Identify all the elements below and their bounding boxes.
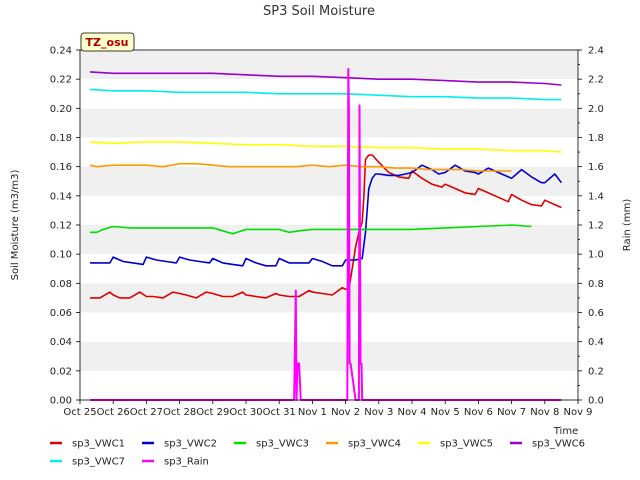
- y-axis-right: 0.0 0.2 0.4 0.6 0.8 1.0 1.2 1.4 1.6 1.8 2.0 2.2 2.4: [578, 46, 604, 407]
- x-tick-label: Nov 4: [397, 407, 426, 418]
- y2-tick-label: 0.0: [588, 396, 604, 407]
- background-band: [80, 283, 578, 313]
- background-band: [80, 341, 578, 371]
- y-axis-left: 0.00 0.02 0.04 0.06 0.08 0.10 0.12 0.14 0.16 0.18…: [50, 46, 80, 407]
- y2-tick-label: 1.0: [588, 250, 604, 261]
- y-tick-label: 0.08: [50, 279, 72, 290]
- x-tick-label: Nov 3: [364, 407, 393, 418]
- x-tick-label: Nov 1: [298, 407, 327, 418]
- y-tick-label: 0.24: [50, 46, 72, 57]
- x-tick-label: Nov 9: [563, 407, 592, 418]
- y-tick-label: 0.00: [50, 396, 72, 407]
- y2-tick-label: 0.2: [588, 366, 604, 377]
- y-tick-label: 0.10: [50, 250, 72, 261]
- x-axis-label: Time: [553, 426, 578, 437]
- x-tick-label: Oct 31: [263, 407, 296, 418]
- y2-axis-label: Rain (mm): [622, 199, 633, 252]
- x-tick-label: Nov 6: [464, 407, 493, 418]
- y-tick-label: 0.22: [50, 75, 72, 86]
- x-tick-label: Nov 7: [497, 407, 526, 418]
- background-band: [80, 312, 578, 342]
- x-tick-label: Nov 2: [331, 407, 360, 418]
- plot-background-bands: [80, 50, 578, 400]
- y2-tick-label: 1.6: [588, 162, 604, 173]
- x-tick-label: Oct 26: [97, 407, 130, 418]
- legend-label-sp3_VWC1: sp3_VWC1: [72, 439, 125, 450]
- legend-label-sp3_VWC3: sp3_VWC3: [256, 439, 309, 450]
- legend-label-sp3_VWC7: sp3_VWC7: [72, 457, 125, 468]
- background-band: [80, 50, 578, 80]
- background-band: [80, 370, 578, 400]
- y-tick-label: 0.14: [50, 191, 72, 202]
- y2-tick-label: 0.4: [588, 337, 604, 348]
- x-tick-label: Nov 8: [530, 407, 559, 418]
- background-band: [80, 254, 578, 284]
- x-tick-label: Oct 30: [229, 407, 262, 418]
- legend-label-sp3_VWC5: sp3_VWC5: [440, 439, 493, 450]
- y2-tick-label: 2.2: [588, 75, 604, 86]
- series-line-sp3_VWC5: [89, 141, 562, 153]
- y-tick-label: 0.06: [50, 308, 72, 319]
- x-tick-label: Oct 25: [63, 407, 96, 418]
- series-line-sp3_VWC7: [89, 88, 562, 101]
- x-tick-label: Nov 5: [431, 407, 460, 418]
- x-tick-label: Oct 28: [163, 407, 196, 418]
- y-tick-label: 0.12: [50, 221, 72, 232]
- site-badge-label: TZ_osu: [86, 36, 129, 49]
- background-band: [80, 195, 578, 225]
- series-line-sp3_VWC3: [90, 224, 532, 235]
- y-tick-label: 0.18: [50, 133, 72, 144]
- series-layer: [89, 68, 563, 401]
- y-tick-label: 0.20: [50, 104, 72, 115]
- site-badge: TZ_osu: [80, 32, 135, 52]
- chart-title: SP3 Soil Moisture: [263, 4, 375, 19]
- y-tick-label: 0.04: [50, 337, 72, 348]
- background-band: [80, 108, 578, 138]
- series-line-sp3_VWC6: [89, 71, 562, 86]
- y-tick-label: 0.16: [50, 162, 72, 173]
- y-tick-label: 0.02: [50, 366, 72, 377]
- y2-tick-label: 0.6: [588, 308, 604, 319]
- legend-label-sp3_Rain: sp3_Rain: [164, 457, 209, 468]
- y2-tick-label: 1.8: [588, 133, 604, 144]
- legend-label-sp3_VWC2: sp3_VWC2: [164, 439, 217, 450]
- x-tick-label: Oct 27: [130, 407, 163, 418]
- y2-tick-label: 1.4: [588, 191, 604, 202]
- series-line-sp3_Rain: [90, 68, 562, 401]
- y2-tick-label: 1.2: [588, 221, 604, 232]
- series-line-sp3_VWC4: [89, 162, 512, 172]
- y2-tick-label: 2.0: [588, 104, 604, 115]
- y-axis-label: Soil Moisture (m3/m3): [10, 170, 21, 281]
- y2-tick-label: 0.8: [588, 279, 604, 290]
- y2-tick-label: 2.4: [588, 46, 604, 57]
- legend-label-sp3_VWC6: sp3_VWC6: [532, 439, 585, 450]
- x-tick-label: Oct 29: [196, 407, 229, 418]
- x-axis: Oct 25 Oct 26 Oct 27 Oct 28 Oct 29 Oct 30 Oct …: [63, 400, 593, 418]
- series-line-sp3_VWC2: [90, 164, 563, 267]
- chart-legend: sp3_VWC1 sp3_VWC2 sp3_VWC3 sp3_VWC4 sp3_VWC5…: [50, 439, 585, 468]
- legend-label-sp3_VWC4: sp3_VWC4: [348, 439, 401, 450]
